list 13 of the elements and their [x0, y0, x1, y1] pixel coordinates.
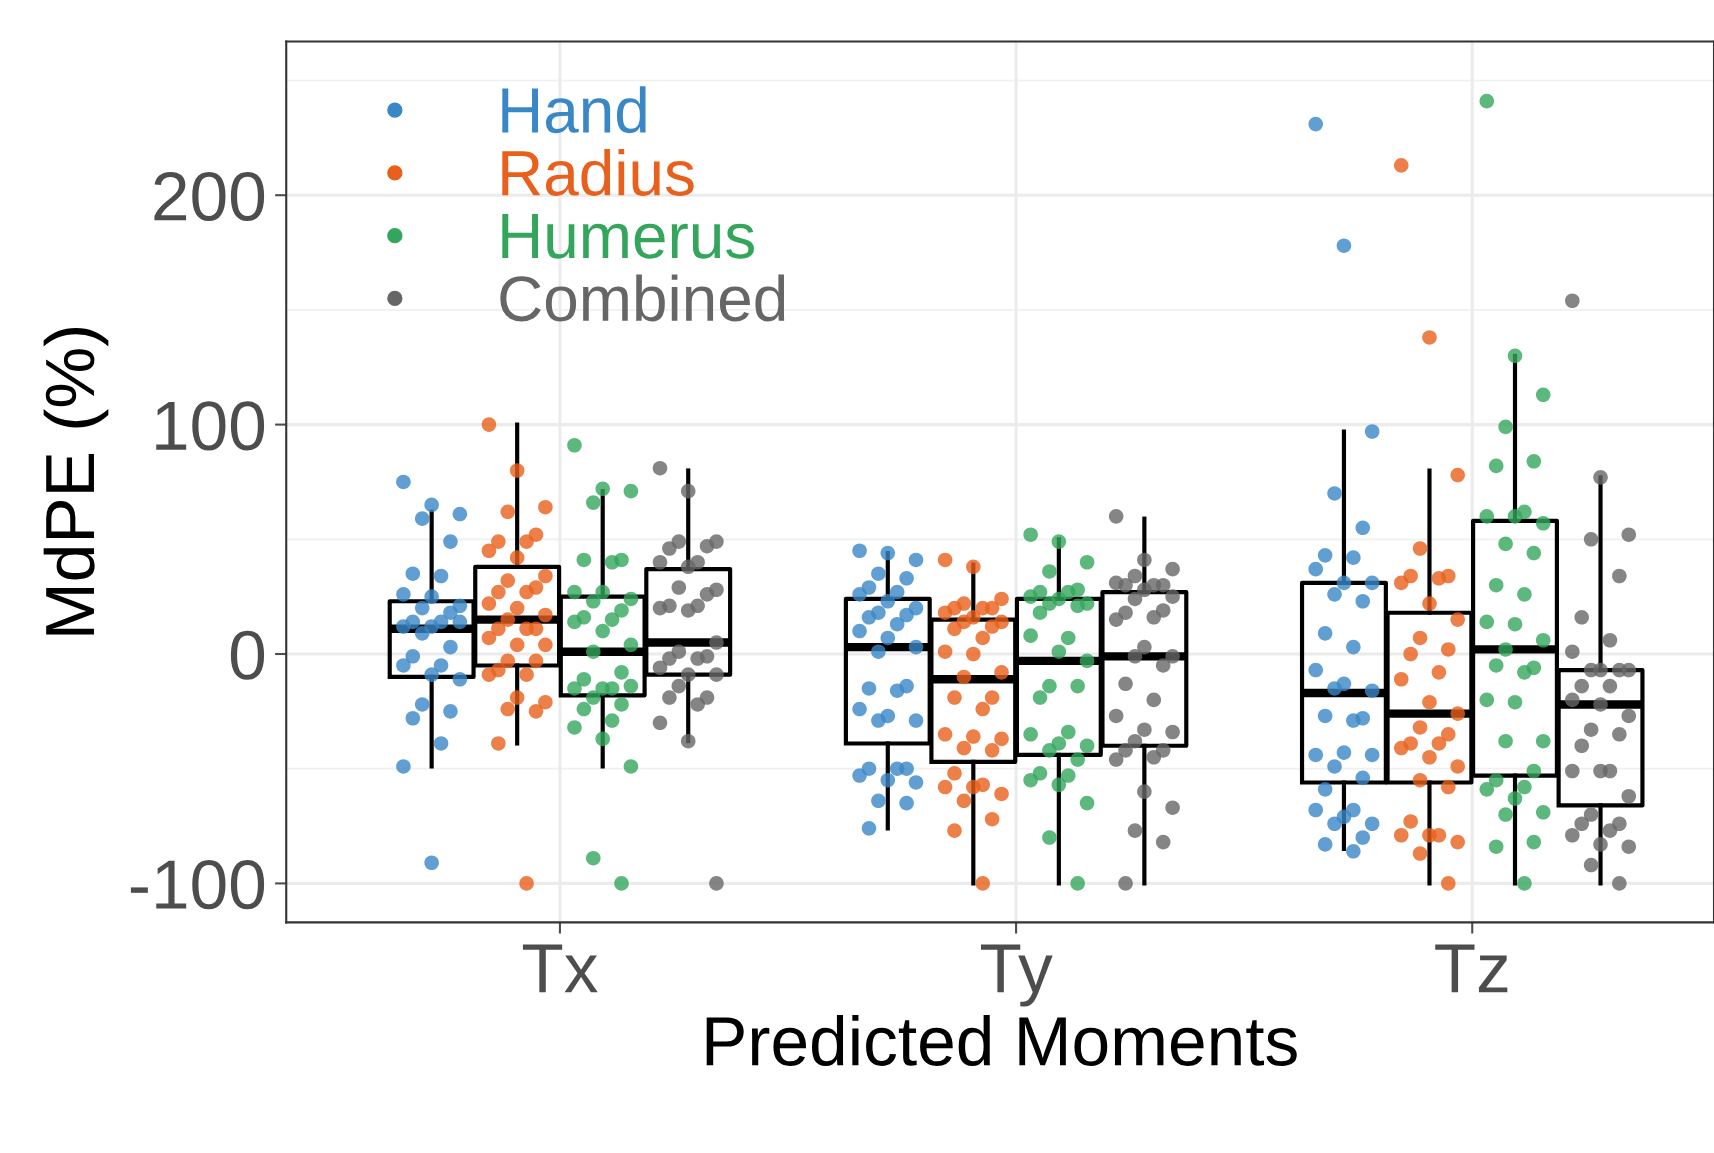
x-tick-label: Tz — [1435, 944, 1508, 993]
x-tick-label: Tx — [522, 944, 598, 993]
y-axis-title: MdPE (%) — [43, 328, 109, 635]
y-tick-label: 0 — [230, 630, 265, 680]
legend-label: Combined — [500, 274, 785, 322]
x-tick-label: Ty — [980, 944, 1053, 1007]
legend-label: Radius — [502, 148, 694, 196]
legend-label: Humerus — [502, 214, 754, 259]
x-axis-title: Predicted Moments — [706, 1014, 1297, 1066]
y-tick-label: 100 — [156, 401, 265, 451]
y-tick-label: 200 — [154, 171, 265, 222]
y-tick-label: -100 — [130, 860, 265, 910]
legend-label: Hand — [502, 86, 646, 134]
